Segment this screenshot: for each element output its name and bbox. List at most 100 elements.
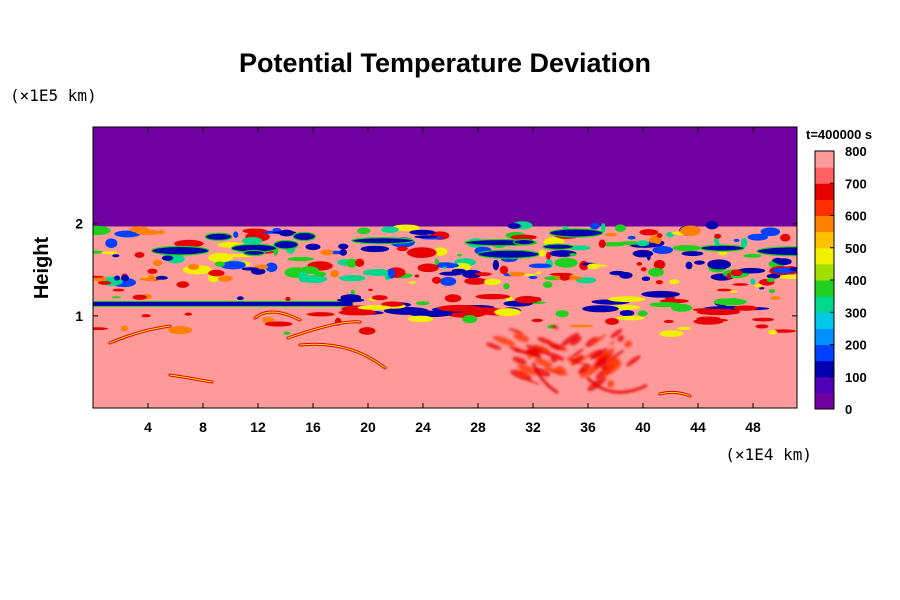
x-tick-label: 40 [635, 419, 651, 435]
band-cell [514, 295, 540, 304]
turbulence-streak [700, 244, 745, 252]
turbulence-cell [542, 281, 553, 288]
filament-core [299, 343, 386, 369]
turbulence-cell [759, 287, 765, 290]
turbulence-cell [726, 273, 731, 280]
turbulence-cell [636, 240, 650, 247]
band-cell [615, 315, 645, 321]
colorbar-segment [815, 296, 834, 313]
colorbar-segment [815, 263, 834, 281]
turbulence-streak [542, 243, 574, 250]
band-cell [693, 318, 724, 325]
x-tick-label: 8 [199, 419, 207, 435]
turbulence-cell [346, 258, 358, 268]
plume [560, 329, 648, 394]
filament-core [169, 374, 213, 383]
y-axis-label: Height [31, 237, 53, 300]
turbulence-streak [204, 232, 233, 241]
turbulence-cell [642, 251, 651, 257]
band-cell [416, 301, 430, 306]
turbulence-cell [217, 275, 233, 282]
turbulence-cell [350, 289, 355, 295]
turbulence-cell [254, 264, 269, 270]
band-cell [381, 301, 404, 307]
turbulence-cell [600, 222, 606, 233]
band-cell [768, 329, 778, 335]
colorbar-tick-label: 600 [845, 209, 867, 224]
band-cell [605, 317, 619, 325]
turbulence-streak [292, 231, 316, 242]
band-cell [692, 308, 716, 312]
turbulence-cell [114, 275, 121, 281]
turbulence-cell [208, 269, 225, 277]
turbulence-cell [536, 271, 541, 275]
turbulence-cell [503, 283, 510, 290]
colorbar-tick-label: 100 [845, 370, 867, 385]
turbulence-cell [120, 274, 129, 282]
turbulence-cell [750, 278, 756, 285]
turbulence-cell [105, 238, 118, 249]
band-cell [264, 321, 293, 327]
turbulence-cell [492, 259, 499, 271]
colorbar-tick-label: 800 [845, 144, 867, 159]
band-cell [494, 308, 522, 317]
colorbar-segment [815, 344, 834, 362]
turbulence-cell [431, 276, 442, 284]
turbulence-cell [187, 263, 200, 270]
turbulence-cell [464, 277, 487, 285]
turbulence-cell [754, 283, 763, 288]
plot-area [93, 127, 797, 408]
turbulence-cell [772, 257, 784, 264]
band-cell [462, 314, 478, 324]
turbulence-cell [760, 227, 781, 237]
turbulence-cell [278, 229, 294, 237]
turbulence-cell [747, 233, 769, 241]
turbulence-cell [789, 266, 797, 272]
band-cell [733, 305, 758, 311]
turbulence-streak [756, 246, 797, 257]
turbulence-cell [587, 263, 600, 270]
turbulence-cell [507, 223, 521, 229]
colorbar-segment [815, 376, 834, 394]
colorbar-segment [815, 183, 834, 200]
turbulence-cell [414, 274, 420, 278]
turbulence-cell [617, 241, 642, 245]
turbulence-cell [589, 222, 600, 230]
turbulence-cell [528, 263, 552, 269]
colorbar-segment [815, 280, 834, 297]
turbulence-cell [575, 277, 597, 284]
turbulence-cell [609, 270, 626, 276]
turbulence-cell [132, 294, 147, 300]
colorbar: 0 100 200 300 400 500 600 700 800 [814, 144, 867, 417]
turbulence-streak [351, 237, 415, 245]
x-tick-label: 48 [745, 419, 761, 435]
turbulence-cell [655, 280, 664, 285]
colorbar-segment [815, 199, 834, 216]
turbulence-cell [233, 231, 239, 239]
x-tick-label: 20 [360, 419, 376, 435]
band-cell [283, 331, 291, 335]
band-cell [582, 305, 619, 313]
band-cell [141, 314, 151, 318]
turbulence-cell [653, 259, 666, 270]
turbulence-cell [139, 277, 157, 281]
band-cell [608, 296, 646, 303]
turbulence-cell [474, 272, 492, 277]
turbulence-cell [155, 275, 168, 280]
band-cell [371, 295, 388, 301]
turbulence-cell [743, 253, 762, 258]
turbulence-cell [768, 289, 776, 294]
turbulence-cell [220, 261, 246, 270]
turbulence-cell [510, 234, 537, 240]
turbulence-streak [548, 228, 604, 238]
turbulence-cell [737, 267, 766, 274]
turbulence-cell [338, 243, 349, 250]
band-cell [357, 305, 393, 310]
turbulence-cell [111, 296, 122, 299]
turbulence-cell [508, 271, 525, 277]
turbulence-cell [627, 235, 636, 240]
turbulence-cell [461, 269, 482, 279]
turbulence-cell [483, 278, 502, 286]
turbulence-cell [554, 257, 578, 268]
